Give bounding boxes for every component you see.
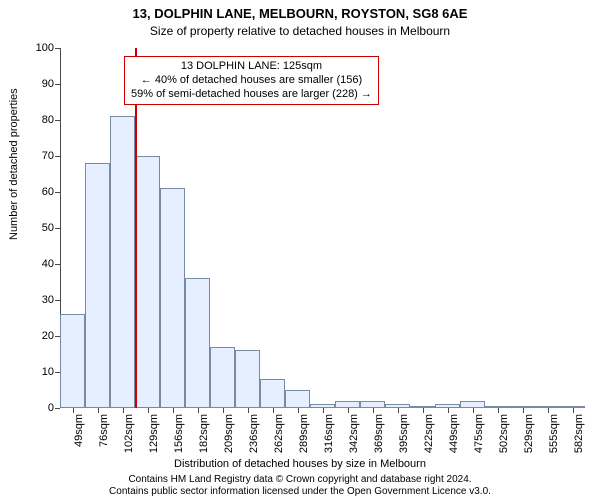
bar: [335, 401, 360, 408]
bar: [260, 379, 285, 408]
ytick-mark: [55, 408, 60, 409]
chart-title-address: 13, DOLPHIN LANE, MELBOURN, ROYSTON, SG8…: [0, 6, 600, 21]
xtick-label: 236sqm: [248, 414, 260, 453]
ytick-label: 70: [42, 150, 54, 162]
bar: [185, 278, 210, 408]
ytick-label: 40: [42, 258, 54, 270]
xtick-mark: [148, 408, 149, 413]
xtick-mark: [573, 408, 574, 413]
y-axis-label: Number of detached properties: [8, 88, 20, 240]
xtick-label: 182sqm: [198, 414, 210, 453]
ytick-label: 50: [42, 222, 54, 234]
xtick-label: 502sqm: [498, 414, 510, 453]
x-axis-label: Distribution of detached houses by size …: [0, 458, 600, 470]
bar: [460, 401, 485, 408]
callout-line: ← 40% of detached houses are smaller (15…: [131, 74, 372, 88]
xtick-label: 395sqm: [398, 414, 410, 453]
callout-line: 13 DOLPHIN LANE: 125sqm: [131, 60, 372, 74]
xtick-label: 102sqm: [123, 414, 135, 453]
xtick-mark: [398, 408, 399, 413]
xtick-label: 555sqm: [548, 414, 560, 453]
footer-line-2: Contains public sector information licen…: [0, 486, 600, 498]
chart-container: 13, DOLPHIN LANE, MELBOURN, ROYSTON, SG8…: [0, 0, 600, 500]
bar: [360, 401, 385, 408]
bar: [160, 188, 185, 408]
ytick-mark: [55, 156, 60, 157]
xtick-mark: [498, 408, 499, 413]
xtick-label: 369sqm: [373, 414, 385, 453]
footer-attribution: Contains HM Land Registry data © Crown c…: [0, 474, 600, 498]
xtick-label: 475sqm: [473, 414, 485, 453]
footer-line-1: Contains HM Land Registry data © Crown c…: [0, 474, 600, 486]
xtick-mark: [123, 408, 124, 413]
ytick-mark: [55, 228, 60, 229]
xtick-label: 422sqm: [423, 414, 435, 453]
xtick-label: 262sqm: [273, 414, 285, 453]
xtick-label: 209sqm: [223, 414, 235, 453]
xtick-label: 449sqm: [448, 414, 460, 453]
ytick-label: 90: [42, 78, 54, 90]
xtick-mark: [248, 408, 249, 413]
callout-line: 59% of semi-detached houses are larger (…: [131, 88, 372, 102]
xtick-label: 289sqm: [298, 414, 310, 453]
ytick-label: 80: [42, 114, 54, 126]
xtick-mark: [373, 408, 374, 413]
ytick-label: 30: [42, 294, 54, 306]
ytick-mark: [55, 84, 60, 85]
xtick-mark: [273, 408, 274, 413]
bar: [110, 116, 135, 408]
bar: [60, 314, 85, 408]
xtick-mark: [198, 408, 199, 413]
bar: [85, 163, 110, 408]
xtick-mark: [98, 408, 99, 413]
xtick-label: 342sqm: [348, 414, 360, 453]
xtick-label: 49sqm: [73, 414, 85, 447]
ytick-mark: [55, 300, 60, 301]
ytick-mark: [55, 264, 60, 265]
xtick-label: 129sqm: [148, 414, 160, 453]
xtick-mark: [223, 408, 224, 413]
ytick-label: 20: [42, 330, 54, 342]
xtick-mark: [523, 408, 524, 413]
xtick-label: 76sqm: [98, 414, 110, 447]
ytick-mark: [55, 48, 60, 49]
ytick-label: 10: [42, 366, 54, 378]
bar: [210, 347, 235, 408]
bar: [235, 350, 260, 408]
xtick-mark: [323, 408, 324, 413]
xtick-mark: [423, 408, 424, 413]
xtick-label: 529sqm: [523, 414, 535, 453]
bar: [135, 156, 160, 408]
bar: [285, 390, 310, 408]
xtick-mark: [448, 408, 449, 413]
xtick-label: 582sqm: [573, 414, 585, 453]
chart-subtitle: Size of property relative to detached ho…: [0, 24, 600, 38]
xtick-mark: [298, 408, 299, 413]
callout-box: 13 DOLPHIN LANE: 125sqm← 40% of detached…: [124, 56, 379, 105]
xtick-label: 316sqm: [323, 414, 335, 453]
ytick-mark: [55, 192, 60, 193]
ytick-label: 100: [36, 42, 54, 54]
xtick-label: 156sqm: [173, 414, 185, 453]
ytick-label: 0: [48, 402, 54, 414]
ytick-label: 60: [42, 186, 54, 198]
xtick-mark: [73, 408, 74, 413]
xtick-mark: [548, 408, 549, 413]
xtick-mark: [173, 408, 174, 413]
plot-area: 010203040506070809010049sqm76sqm102sqm12…: [60, 48, 585, 408]
xtick-mark: [348, 408, 349, 413]
ytick-mark: [55, 120, 60, 121]
xtick-mark: [473, 408, 474, 413]
